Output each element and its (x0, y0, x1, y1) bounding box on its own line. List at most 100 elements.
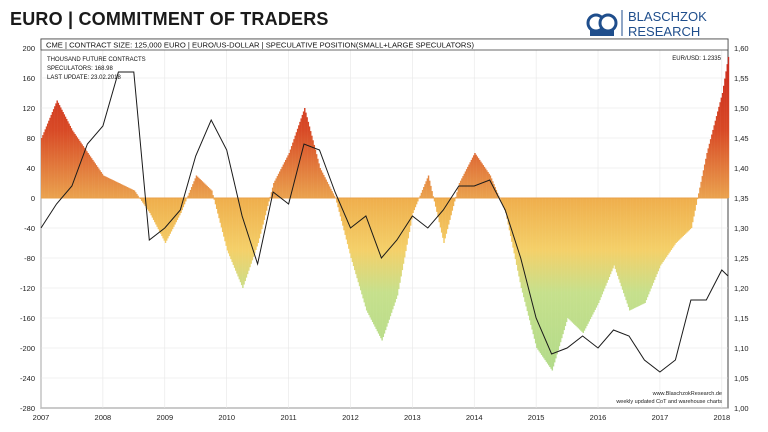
bar (540, 198, 543, 355)
y-left-tick: 200 (22, 44, 35, 53)
bar (474, 153, 476, 198)
bar (302, 111, 305, 198)
bar (276, 176, 279, 198)
bar (125, 186, 127, 198)
bar (235, 198, 237, 271)
bar (152, 198, 155, 220)
bar (311, 135, 313, 198)
bar (686, 198, 688, 233)
bar (268, 198, 270, 202)
bar (606, 198, 608, 283)
bar (281, 166, 283, 198)
y-left-tick: -240 (20, 374, 35, 383)
bar (411, 198, 413, 220)
bar (627, 198, 630, 308)
bar (573, 198, 575, 324)
bar (570, 198, 573, 322)
bar (615, 198, 618, 273)
bar (628, 198, 631, 311)
bar (321, 172, 324, 198)
bar (486, 170, 488, 198)
y-right-axis: 1,60 1,55 1,50 1,45 1,40 1,35 1,30 1,25 1,20 1,15… (734, 44, 749, 413)
bar (490, 178, 493, 198)
bar (640, 198, 643, 305)
bar (599, 198, 601, 301)
bar (155, 198, 157, 225)
bar (524, 198, 526, 302)
bar (108, 178, 111, 198)
bar (150, 198, 152, 216)
bar (405, 198, 407, 252)
bar (594, 198, 596, 310)
bar (714, 120, 717, 198)
bar (207, 187, 210, 198)
bar (117, 182, 119, 198)
bar (298, 125, 300, 198)
bar (375, 198, 377, 329)
bar (177, 198, 180, 218)
bar (394, 198, 396, 303)
bar (48, 120, 50, 198)
bar (82, 146, 85, 198)
bar (574, 198, 576, 325)
bar (652, 198, 655, 283)
bar (199, 178, 201, 198)
bar (146, 198, 149, 210)
bar (170, 198, 173, 232)
bar (568, 198, 570, 320)
bar (110, 178, 112, 198)
bar (661, 198, 663, 264)
bar (530, 198, 532, 325)
bar (395, 198, 398, 299)
bar (154, 198, 156, 223)
bar (514, 198, 517, 260)
bar (200, 180, 202, 198)
bar (608, 198, 611, 278)
y-right-tick: 1,20 (734, 284, 749, 293)
bar (638, 198, 640, 306)
bar (317, 158, 319, 198)
bar (445, 198, 448, 234)
bar (338, 198, 340, 212)
bar (565, 198, 568, 323)
bar (464, 171, 467, 198)
bar (414, 198, 417, 208)
bar (51, 112, 54, 198)
bar (95, 165, 98, 198)
bar (681, 198, 683, 238)
bar (531, 198, 533, 330)
bar (114, 181, 117, 198)
bar (352, 198, 355, 267)
bar (723, 85, 725, 198)
bar (538, 198, 540, 352)
price-label: EUR/USD: 1.2335 (672, 56, 721, 62)
bar (653, 198, 656, 280)
bar (73, 132, 75, 198)
bar (149, 198, 151, 213)
bar (423, 187, 425, 198)
bar (351, 198, 354, 263)
bar (70, 128, 73, 198)
bar (192, 184, 194, 198)
bar (296, 128, 299, 198)
bar (527, 198, 530, 316)
bar (274, 180, 276, 198)
bar (580, 198, 582, 331)
bar (384, 198, 387, 331)
bar (609, 198, 612, 275)
bar (182, 198, 185, 208)
y-right-tick: 1,35 (734, 194, 749, 203)
bar (717, 111, 719, 198)
bar (553, 198, 556, 363)
bar (725, 71, 727, 198)
bar (185, 198, 187, 202)
x-tick: 2010 (218, 413, 235, 422)
bar (634, 198, 637, 308)
bar (536, 198, 538, 348)
bar (620, 198, 623, 287)
bar (81, 144, 83, 198)
bar (489, 175, 492, 198)
y-left-tick: 0 (31, 194, 35, 203)
bar (557, 198, 559, 351)
bar (584, 198, 587, 329)
